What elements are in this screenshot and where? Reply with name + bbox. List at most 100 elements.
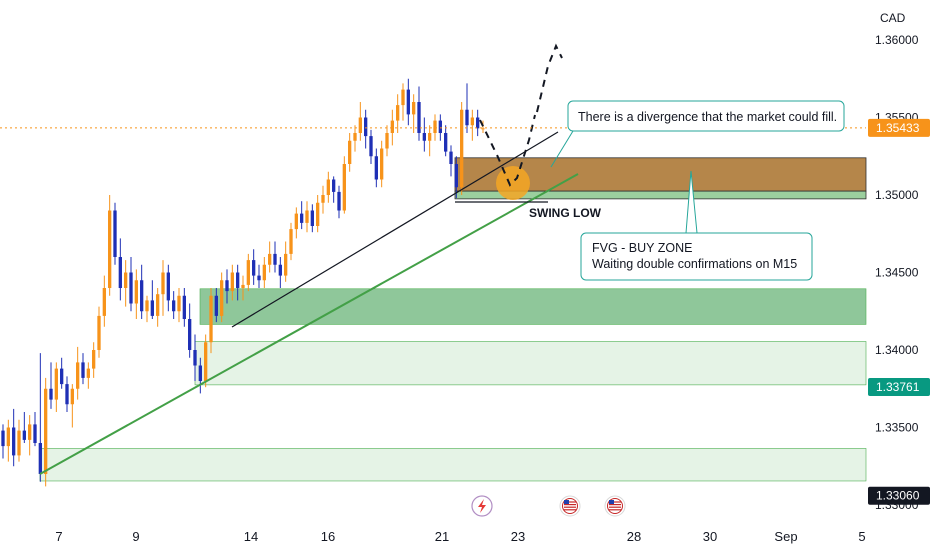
candle-body [236,272,240,288]
candle-body [49,388,53,400]
candle [289,222,293,261]
candle-body [348,140,352,164]
candle-body [460,109,464,188]
demand-zone-2 [194,341,867,386]
candle [166,264,170,312]
candle [284,241,288,282]
lightning-icon [471,495,493,517]
callout-pointer [550,130,574,168]
candle [428,125,432,157]
candle [300,201,304,230]
candle [385,125,389,157]
candle [305,201,309,233]
green-trendline [39,173,579,475]
candle [220,272,224,323]
x-tick-label: 5 [858,529,865,544]
candle-body [444,133,448,152]
candle-body [310,210,314,226]
fvg-callout: FVG - BUY ZONE Waiting double confirmatio… [580,170,813,281]
candle [161,260,165,316]
candle-body [374,156,378,180]
candle-body [65,384,69,405]
candle-body [278,264,282,276]
candle [124,260,128,307]
price-tag: 1.33761 [868,378,930,397]
x-tick-label: 23 [511,529,525,544]
fvg-title: FVG - BUY ZONE [592,241,692,255]
candle-body [113,210,117,257]
candle [278,257,282,288]
time-axis[interactable]: 7 9 14 16 21 23 28 30 Sep 5 [55,529,865,544]
x-tick-label: 14 [244,529,258,544]
candle-body [97,315,101,350]
candle [182,288,186,327]
candle-body [108,210,112,288]
candle-body [321,195,325,203]
candle-body [140,280,144,312]
candle [140,264,144,319]
candle [33,412,37,447]
candle-body [284,253,288,276]
candle-body [182,295,186,319]
candle-body [369,136,373,157]
candle-body [124,272,128,288]
candle-body [6,427,10,447]
candle-body [252,260,256,276]
candle [465,83,469,133]
candle [412,94,416,133]
candle [326,171,330,203]
candle-body [412,102,416,115]
price-tag-bg [868,486,930,505]
candle [353,125,357,152]
candle [102,275,106,327]
candle-body [470,117,474,126]
candle-body [262,264,266,281]
candle [470,109,474,141]
candle [156,288,160,327]
candle-body [81,362,85,378]
candle [262,257,266,288]
candle [108,195,112,296]
candle-body [44,388,48,474]
candle [406,78,410,126]
candle-body [1,430,5,447]
candle-body [300,213,304,223]
candle-body [150,300,154,316]
currency-label: CAD [880,11,906,25]
candle-body [337,191,341,211]
candle [337,185,341,219]
candle-body [118,257,122,288]
x-tick-label: 9 [132,529,139,544]
candle-body [22,430,26,440]
candle [417,86,421,141]
candle [70,384,74,428]
candle [380,140,384,188]
candle [364,109,368,149]
candle-body [134,280,138,304]
fvg-buy-zone-lower [454,190,867,200]
candle-body [33,424,37,443]
candle-body [305,210,309,223]
candle [321,185,325,214]
candle-body [433,120,437,133]
candle-body [220,280,224,316]
candle [65,376,69,412]
candle-body [396,105,400,121]
us-flag-icon [559,495,581,517]
candle-body [332,179,336,192]
candle-body [257,275,261,281]
candle [177,288,181,323]
price-tag: 1.33060 [868,486,930,505]
y-tick-label: 1.36000 [875,33,919,47]
price-axis[interactable]: CAD1.360001.355001.350001.345001.340001.… [868,11,930,512]
y-tick-label: 1.33500 [875,421,919,435]
candles-layer [1,78,485,487]
candle [86,362,90,389]
callout-box [567,100,845,132]
candle-body [380,148,384,180]
swing-low-label: SWING LOW [529,206,602,220]
candle [12,408,16,467]
bolt-glyph [478,499,486,513]
candle-body [476,117,480,129]
